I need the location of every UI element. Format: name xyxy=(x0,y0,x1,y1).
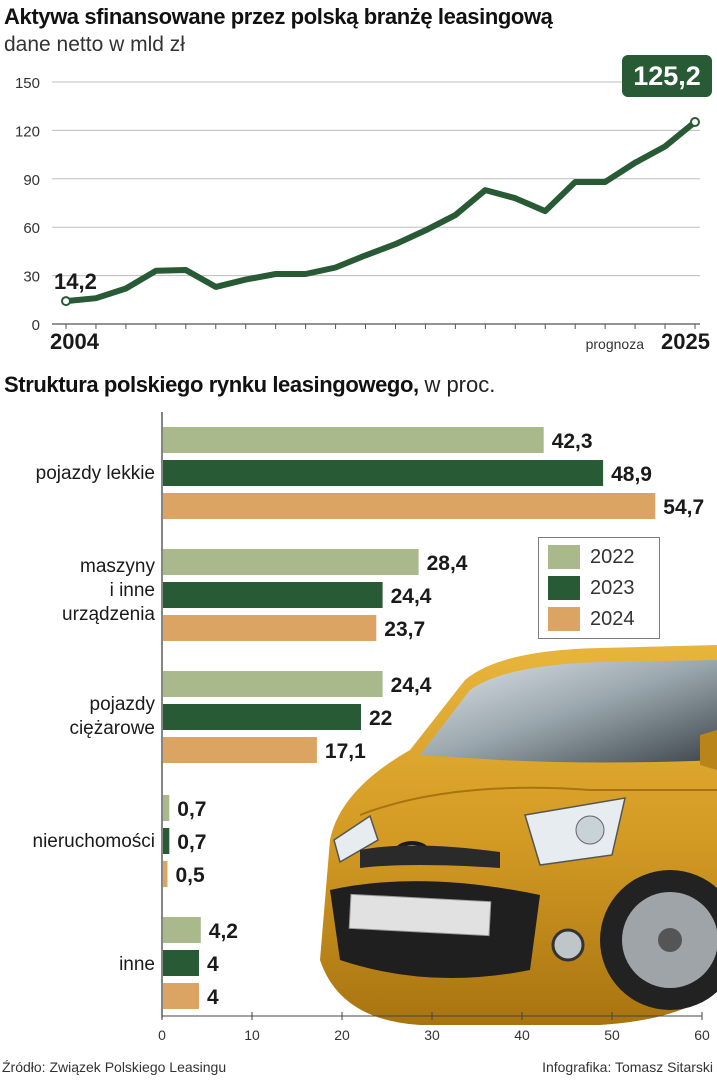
forecast-label: prognoza xyxy=(586,336,645,352)
assets-line xyxy=(63,119,698,305)
y-tick-label: 150 xyxy=(15,75,40,92)
category-label-heavy-vehicles: pojazdy ciężarowe xyxy=(69,694,155,739)
bar-chart-unit: w proc. xyxy=(424,372,496,397)
x-start-label: 2004 xyxy=(50,329,100,354)
bar-2024 xyxy=(163,737,317,763)
bar-2023 xyxy=(163,704,361,730)
y-tick-label: 90 xyxy=(23,172,40,189)
legend-label-2022: 2022 xyxy=(590,546,635,568)
bar-2022 xyxy=(163,549,419,575)
bar-chart-bars xyxy=(163,427,656,1009)
bar-value-label: 0,7 xyxy=(177,798,206,821)
bar-2024 xyxy=(163,983,199,1009)
x-end-label: 2025 xyxy=(661,329,710,354)
bar-2024 xyxy=(163,615,377,641)
legend-label-2024: 2024 xyxy=(590,608,635,630)
category-label-real-estate: nieruchomości xyxy=(32,831,156,852)
bar-value-label: 24,4 xyxy=(391,674,432,697)
line-chart: 0 30 60 90 120 150 14,2 125,2 2004 2025 prognoza xyxy=(15,55,712,354)
bar-value-label: 0,7 xyxy=(177,831,206,854)
bar-value-label: 0,5 xyxy=(176,864,206,887)
bar-value-label: 17,1 xyxy=(325,740,366,763)
bar-2023 xyxy=(163,460,604,486)
bar-2022 xyxy=(163,795,170,821)
bar-2024 xyxy=(163,493,656,519)
legend-swatch-2022 xyxy=(548,545,580,569)
bar-value-label: 4 xyxy=(207,986,219,1009)
end-point-marker xyxy=(690,117,700,128)
y-tick-label: 60 xyxy=(23,220,40,237)
bar-value-label: 22 xyxy=(369,707,392,730)
bar-value-label: 28,4 xyxy=(427,552,468,575)
car-illustration xyxy=(320,645,717,1025)
bar-chart-legend: 2022 2023 2024 xyxy=(538,537,660,639)
category-label-machinery: maszyny i inne urządzenia xyxy=(62,556,155,625)
end-value-label: 125,2 xyxy=(633,61,701,91)
line-chart-grid xyxy=(52,81,700,329)
x-tick-label: 30 xyxy=(424,1027,440,1043)
bar-value-label: 54,7 xyxy=(663,496,704,519)
line-chart-y-axis: 0 30 60 90 120 150 xyxy=(15,75,40,334)
category-label-light-vehicles: pojazdy lekkie xyxy=(35,463,155,484)
x-tick-label: 60 xyxy=(694,1027,710,1043)
bar-chart-title: Struktura polskiego rynku leasingowego, … xyxy=(4,372,495,398)
bar-value-label: 4 xyxy=(207,953,219,976)
end-value-badge xyxy=(622,55,712,97)
x-tick-label: 10 xyxy=(244,1027,260,1043)
bar-2022 xyxy=(163,917,201,943)
bar-2023 xyxy=(163,950,199,976)
bar-2022 xyxy=(163,427,544,453)
x-tick-label: 50 xyxy=(604,1027,620,1043)
bar-2022 xyxy=(163,671,383,697)
bar-chart-x-axis: 0 10 20 30 40 50 60 xyxy=(158,412,710,1043)
bar-value-label: 23,7 xyxy=(384,618,425,641)
y-tick-label: 30 xyxy=(23,269,40,286)
category-label-other: inne xyxy=(119,954,155,975)
line-chart-series xyxy=(63,119,698,305)
bar-2023 xyxy=(163,582,383,608)
legend-swatch-2024 xyxy=(548,607,580,631)
bar-value-label: 42,3 xyxy=(552,430,593,453)
x-tick-label: 20 xyxy=(334,1027,350,1043)
source-note: Źródło: Związek Polskiego Leasingu xyxy=(2,1059,227,1075)
line-chart-subtitle: dane netto w mld zł xyxy=(4,33,185,56)
y-tick-label: 120 xyxy=(15,123,40,140)
bar-2024 xyxy=(163,861,168,887)
bar-value-label: 48,9 xyxy=(611,463,652,486)
legend-swatch-2023 xyxy=(548,576,580,600)
line-chart-title: Aktywa sfinansowane przez polską branżę … xyxy=(4,4,553,29)
y-tick-label: 0 xyxy=(32,317,40,334)
bar-chart-title-text: Struktura polskiego rynku leasingowego, xyxy=(4,372,419,397)
x-tick-label: 0 xyxy=(158,1027,166,1043)
start-point-marker xyxy=(61,296,71,307)
line-chart-annotations: 14,2 125,2 2004 2025 prognoza xyxy=(50,55,712,354)
start-value-label: 14,2 xyxy=(54,269,97,294)
x-tick-label: 40 xyxy=(514,1027,530,1043)
bar-2023 xyxy=(163,828,170,854)
bar-value-label: 24,4 xyxy=(391,585,432,608)
bar-value-label: 4,2 xyxy=(209,920,238,943)
credit-note: Infografika: Tomasz Sitarski xyxy=(542,1059,713,1075)
legend-label-2023: 2023 xyxy=(590,577,635,599)
